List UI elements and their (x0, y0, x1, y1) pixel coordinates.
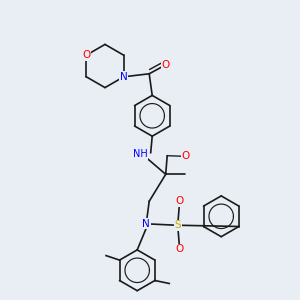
Text: N: N (142, 219, 150, 229)
Text: O: O (175, 196, 183, 206)
Text: O: O (182, 151, 190, 161)
Text: O: O (175, 244, 183, 254)
Text: O: O (82, 50, 90, 60)
Text: O: O (162, 60, 170, 70)
Text: S: S (174, 220, 181, 230)
Text: NH: NH (133, 149, 148, 159)
Text: N: N (120, 72, 128, 82)
